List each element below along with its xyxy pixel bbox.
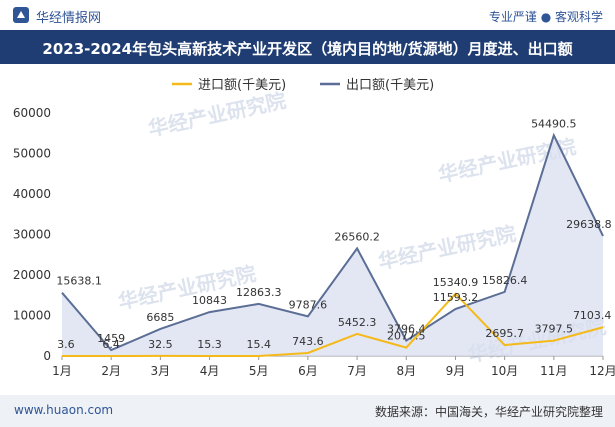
import-data-label: 2695.7 <box>485 327 524 340</box>
watermark-text: 华经产业研究院 <box>376 221 518 274</box>
x-tick-label: 9月 <box>446 364 466 378</box>
import-data-label: 743.6 <box>292 335 324 348</box>
x-tick-label: 5月 <box>249 364 269 378</box>
import-line <box>61 292 604 357</box>
import-data-label: 5452.3 <box>338 316 377 329</box>
brand-name[interactable]: 华经情报网 <box>36 11 102 26</box>
x-tick-label: 11月 <box>540 364 567 378</box>
import-data-label: 2077.5 <box>387 330 426 343</box>
x-tick-label: 4月 <box>200 364 220 378</box>
x-tick-label: 1月 <box>52 364 72 378</box>
y-tick-label: 40000 <box>13 187 51 201</box>
export-data-label: 15826.4 <box>482 274 528 287</box>
export-data-label: 1459 <box>97 332 125 345</box>
x-tick-label: 2月 <box>101 364 121 378</box>
import-data-label: 15340.9 <box>433 276 479 289</box>
top-bar: 华经情报网 专业严谨 ● 客观科学 <box>0 0 615 30</box>
y-tick-label: 0 <box>43 349 51 363</box>
line-area-chart: 华经产业研究院华经产业研究院华经产业研究院华经产业研究院华经产业研究院 进口额(… <box>13 78 615 378</box>
legend-label-1: 出口额(千美元) <box>346 78 434 93</box>
x-tick-label: 10月 <box>491 364 518 378</box>
footer-site[interactable]: www.huaon.com <box>14 403 114 417</box>
y-tick-label: 10000 <box>13 309 51 323</box>
y-tick-label: 30000 <box>13 228 51 242</box>
import-data-label: 32.5 <box>148 338 173 351</box>
export-data-label: 3796.4 <box>387 323 426 336</box>
export-data-label: 29638.8 <box>566 218 612 231</box>
legend: 进口额(千美元) 出口额(千美元) <box>172 78 434 93</box>
import-data-label: 3797.5 <box>535 323 574 336</box>
import-data-label: 15.3 <box>197 338 222 351</box>
data-labels: 15638.1 1459 6685 10843 12863.3 9787.6 26560.2… <box>56 117 611 351</box>
import-data-label: 6.4 <box>102 338 120 351</box>
legend-label-0: 进口额(千美元) <box>198 78 286 93</box>
footer-source: 数据来源：中国海关，华经产业研究院整理 <box>374 405 603 419</box>
chart-title: 2023-2024年包头高新技术产业开发区（境内目的地/货源地）月度进、出口额 <box>42 40 573 58</box>
import-data-label: 7103.4 <box>573 309 612 322</box>
x-tick-label: 8月 <box>396 364 416 378</box>
title-bar: 2023-2024年包头高新技术产业开发区（境内目的地/货源地）月度进、出口额 <box>0 30 615 64</box>
y-tick-label: 60000 <box>13 106 51 120</box>
x-tick-label: 7月 <box>347 364 367 378</box>
footer: www.huaon.com 数据来源：中国海关，华经产业研究院整理 <box>0 395 615 427</box>
export-data-label: 15638.1 <box>56 275 102 288</box>
tagline: 专业严谨 ● 客观科学 <box>488 10 603 24</box>
x-tick-label: 12月 <box>589 364 615 378</box>
export-data-label: 54490.5 <box>531 117 577 130</box>
import-data-label: 3.6 <box>57 338 75 351</box>
y-tick-label: 20000 <box>13 268 51 282</box>
export-area <box>62 135 603 356</box>
export-data-label: 11593.2 <box>433 291 479 304</box>
import-data-label: 15.4 <box>246 338 271 351</box>
watermark-text: 华经产业研究院 <box>146 88 288 141</box>
export-data-label: 26560.2 <box>334 230 380 243</box>
x-tick-label: 3月 <box>151 364 171 378</box>
brand-logo-icon <box>13 7 29 23</box>
export-line <box>61 132 604 352</box>
export-data-label: 10843 <box>192 294 227 307</box>
x-tick-label: 6月 <box>298 364 318 378</box>
export-data-label: 12863.3 <box>236 286 282 299</box>
export-data-label: 9787.6 <box>289 298 328 311</box>
export-area-fill <box>62 135 603 356</box>
series-lines <box>61 132 604 357</box>
export-data-label: 6685 <box>146 311 174 324</box>
y-tick-label: 50000 <box>13 147 51 161</box>
